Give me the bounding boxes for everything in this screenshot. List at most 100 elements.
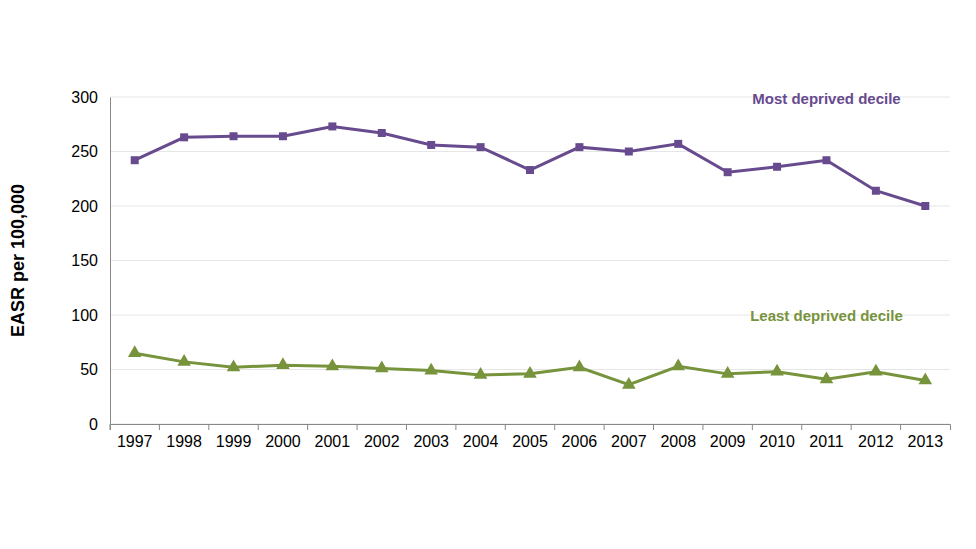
marker xyxy=(276,357,290,369)
series-line xyxy=(135,126,926,206)
x-tick-mark xyxy=(702,424,703,430)
marker xyxy=(526,166,534,174)
marker xyxy=(625,148,633,156)
x-tick: 2008 xyxy=(654,424,697,450)
series-markers xyxy=(128,345,932,388)
x-tick: 2003 xyxy=(406,424,449,450)
x-axis: 1997199819992000200120022003200420052006… xyxy=(110,424,951,450)
y-tick: 200 xyxy=(71,198,110,215)
x-tick-mark xyxy=(208,424,209,430)
x-tick-mark xyxy=(258,424,259,430)
marker xyxy=(573,359,587,371)
marker xyxy=(921,202,929,210)
marker xyxy=(131,156,139,164)
x-tick-label: 1999 xyxy=(216,433,252,450)
x-tick-label: 2011 xyxy=(809,433,844,450)
marker xyxy=(230,132,238,140)
marker xyxy=(523,366,537,378)
x-tick: 2011 xyxy=(802,424,844,450)
marker xyxy=(378,129,386,137)
x-tick-mark xyxy=(307,424,308,430)
x-tick-mark xyxy=(801,424,802,430)
x-tick: 1998 xyxy=(159,424,202,450)
x-tick-label: 2009 xyxy=(710,433,746,450)
x-tick-label: 2001 xyxy=(315,433,351,450)
x-tick-label: 1997 xyxy=(117,433,153,450)
x-tick: 2002 xyxy=(357,424,400,450)
x-tick: 2012 xyxy=(851,424,894,450)
chart: 0 50 100 150 200 250 300 1997 1998 1999 2000 2001 20… xyxy=(0,0,976,549)
x-tick-label: 2000 xyxy=(265,433,301,450)
y-tick-label: 150 xyxy=(71,252,98,269)
x-tick: 2010 xyxy=(752,424,795,450)
y-tick-label: 300 xyxy=(71,89,98,106)
marker xyxy=(477,143,485,151)
x-tick-mark xyxy=(110,424,111,430)
series-line xyxy=(135,353,926,385)
marker xyxy=(177,354,191,366)
marker xyxy=(872,187,880,195)
x-tick: 2013 xyxy=(901,424,944,450)
marker xyxy=(622,377,636,389)
x-tick-mark xyxy=(505,424,506,430)
marker xyxy=(575,143,583,151)
marker xyxy=(474,367,488,379)
y-axis: 0 50 100 150 200 250 300 xyxy=(71,89,110,433)
series-markers xyxy=(131,122,930,210)
marker xyxy=(918,373,932,385)
marker xyxy=(674,140,682,148)
marker xyxy=(822,156,830,164)
y-tick-label: 100 xyxy=(71,307,98,324)
marker xyxy=(424,363,438,375)
x-tick-label: 2003 xyxy=(413,433,449,450)
y-tick: 100 xyxy=(71,307,110,324)
y-axis-line xyxy=(110,98,111,425)
x-tick: 2000 xyxy=(258,424,301,450)
x-tick-mark xyxy=(455,424,456,430)
marker xyxy=(820,371,834,383)
y-tick-label: 200 xyxy=(71,198,98,215)
x-tick-mark xyxy=(357,424,358,430)
marker xyxy=(227,359,241,371)
marker xyxy=(326,358,340,370)
series-label: Most deprived decile xyxy=(752,90,900,107)
y-tick: 150 xyxy=(71,252,110,269)
x-tick-mark xyxy=(159,424,160,430)
x-tick: 1999 xyxy=(209,424,252,450)
series-label: Least deprived decile xyxy=(750,307,903,324)
grid-line xyxy=(110,151,950,152)
marker xyxy=(279,132,287,140)
x-axis-line xyxy=(111,425,951,431)
x-tick-label: 2007 xyxy=(611,433,647,450)
x-tick: 2001 xyxy=(308,424,351,450)
x-tick-label: 2008 xyxy=(660,433,696,450)
marker xyxy=(427,141,435,149)
x-tick-mark xyxy=(604,424,605,430)
marker xyxy=(869,364,883,376)
y-axis-title: EASR per 100,000 xyxy=(8,184,28,337)
y-tick: 0 xyxy=(89,416,110,433)
x-tick: 1997 xyxy=(110,424,153,450)
marker xyxy=(671,358,685,370)
marker xyxy=(180,133,188,141)
y-tick: 50 xyxy=(80,361,110,378)
x-tick-mark xyxy=(406,424,407,430)
grid-line xyxy=(110,206,950,207)
grid xyxy=(110,97,950,424)
x-tick-mark xyxy=(752,424,753,430)
x-tick-mark xyxy=(851,424,852,430)
x-tick-label: 2013 xyxy=(907,433,943,450)
y-tick-label: 250 xyxy=(71,143,98,160)
marker xyxy=(375,361,389,373)
marker xyxy=(773,163,781,171)
x-tick-mark xyxy=(554,424,555,430)
marker xyxy=(724,168,732,176)
x-tick-label: 2006 xyxy=(562,433,598,450)
marker xyxy=(128,345,142,357)
y-tick: 250 xyxy=(71,143,110,160)
x-tick-label: 2010 xyxy=(759,433,795,450)
y-tick-label: 50 xyxy=(80,361,98,378)
marker xyxy=(721,366,735,378)
marker xyxy=(328,122,336,130)
plot: 0 50 100 150 200 250 300 1997 1998 1999 2000 2001 20… xyxy=(71,89,950,451)
